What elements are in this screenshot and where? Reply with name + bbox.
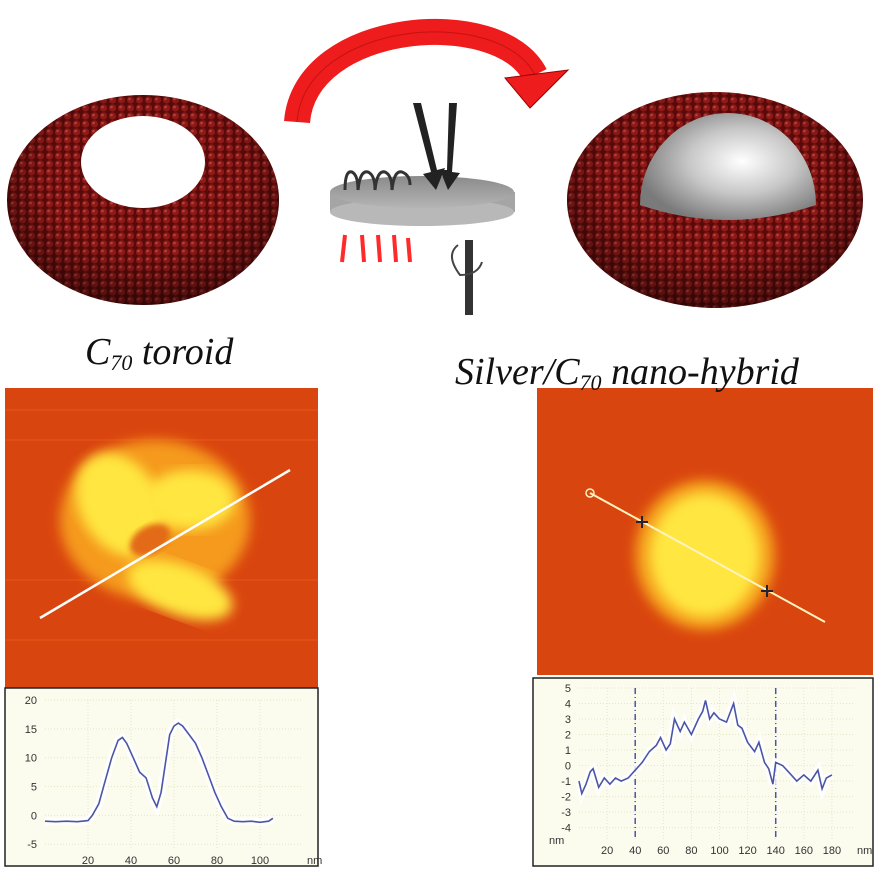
- y-tick-label: 20: [25, 695, 37, 707]
- label-silver-c70-nano-hybrid: Silver/C70 nano-hybrid: [455, 351, 799, 395]
- x-tick-label: 180: [823, 845, 841, 857]
- y-tick-label: 5: [31, 782, 37, 794]
- x-tick-label: 100: [251, 855, 269, 867]
- evaporation-arrows-icon: [343, 170, 412, 191]
- spin-coater-illustration: [330, 103, 515, 315]
- y-tick-label: 15: [25, 724, 37, 736]
- profile-start-marker: [585, 488, 595, 498]
- x-tick-label: 60: [657, 845, 669, 857]
- afm-image-silver-hybrid: [537, 388, 873, 675]
- afm-image-c70-toroid: [5, 388, 318, 688]
- y-tick-label: 0: [31, 810, 37, 822]
- y-tick-label: 5: [565, 683, 571, 695]
- x-tick-label: 120: [738, 845, 756, 857]
- profile-line: [39, 468, 291, 620]
- profile-curve: [578, 700, 833, 797]
- rotation-arrow-icon: [451, 244, 483, 277]
- x-tick-label: 40: [125, 855, 137, 867]
- x-tick-label: 20: [82, 855, 94, 867]
- x-tick-label: 80: [211, 855, 223, 867]
- y-tick-label: 0: [565, 761, 571, 773]
- y-tick-label: 2: [565, 730, 571, 742]
- c70-toroid-illustration: [7, 95, 279, 305]
- y-axis-unit-label: nm: [549, 835, 564, 847]
- y-tick-label: -3: [561, 807, 571, 819]
- x-tick-label: 80: [685, 845, 697, 857]
- profile-curve: [44, 722, 274, 824]
- x-axis-unit-label: nm: [857, 845, 872, 857]
- height-profile-chart-toroid: 20 40 60 80 100 -5 0 5 10 15 20 nm: [4, 687, 322, 867]
- x-tick-label: 40: [629, 845, 641, 857]
- x-tick-label: 100: [710, 845, 728, 857]
- y-tick-label: 4: [565, 699, 571, 711]
- y-tick-label: 1: [565, 745, 571, 757]
- y-tick-label: 3: [565, 714, 571, 726]
- y-tick-label: -4: [561, 823, 571, 835]
- profile-line: [589, 492, 826, 623]
- height-profile-chart-hybrid: 20 40 60 80 100 120 140 160 180 -4 -3 -2 -1 0 1 2 3 4 5 nm n…: [532, 677, 874, 867]
- deposition-arrows-icon: [413, 103, 460, 190]
- x-tick-label: 140: [767, 845, 785, 857]
- heat-arrows-icon: [340, 234, 412, 263]
- x-tick-label: 160: [795, 845, 813, 857]
- silver-hemisphere: [640, 113, 816, 220]
- x-tick-label: 60: [168, 855, 180, 867]
- silver-c70-hybrid-illustration: [567, 92, 863, 308]
- cursor-markers: [636, 516, 773, 597]
- label-c70-toroid: C70 toroid: [85, 331, 234, 375]
- y-tick-label: -5: [27, 839, 37, 851]
- curved-arrow-icon: [284, 18, 570, 124]
- x-tick-label: 20: [601, 845, 613, 857]
- y-tick-label: 10: [25, 753, 37, 765]
- y-tick-label: -1: [561, 776, 571, 788]
- y-tick-label: -2: [561, 792, 571, 804]
- x-axis-unit-label: nm: [307, 855, 322, 867]
